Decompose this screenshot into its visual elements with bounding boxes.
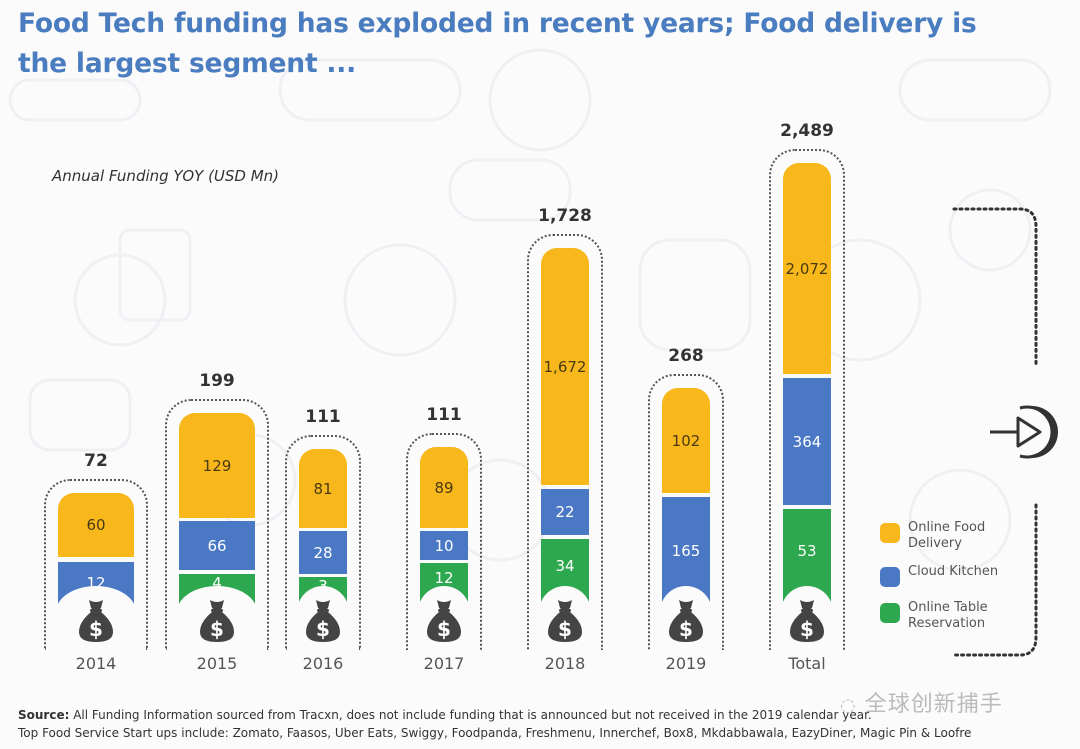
category-label: 2014 <box>75 654 117 673</box>
category-label: 2016 <box>302 654 344 673</box>
source-text: All Funding Information sourced from Tra… <box>69 708 872 722</box>
money-bag-icon: $ <box>75 598 117 644</box>
bar-frame <box>165 399 269 650</box>
svg-text:$: $ <box>437 617 451 641</box>
svg-text:$: $ <box>800 617 814 641</box>
legend-swatch-blue <box>880 567 900 587</box>
segment-online-food-delivery: 102 <box>662 388 710 493</box>
category-label: 2017 <box>423 654 465 673</box>
segment-cloud-kitchen: 10 <box>420 531 468 560</box>
legend-swatch-green <box>880 603 900 623</box>
legend-label: Online Food <box>908 520 986 535</box>
legend-label: Cloud Kitchen <box>908 564 999 579</box>
total-value-label: 1,728 <box>538 206 592 226</box>
watermark-text: 全球创新捕手 <box>864 692 1003 717</box>
legend-item-online-food-delivery: Online Food Delivery <box>880 520 1018 552</box>
title-line-1: Food Tech funding has exploded in recent… <box>18 8 977 39</box>
svg-text:$: $ <box>89 617 103 641</box>
bar-frame <box>769 149 845 650</box>
segment-online-food-delivery: 81 <box>299 449 347 528</box>
money-bag-icon: $ <box>423 598 465 644</box>
footer-source: Source: All Funding Information sourced … <box>18 708 872 722</box>
segment-cloud-kitchen: 66 <box>179 521 255 570</box>
category-label: Total <box>788 654 826 673</box>
total-value-label: 268 <box>668 346 704 366</box>
total-value-label: 199 <box>199 371 235 391</box>
category-label: 2015 <box>196 654 238 673</box>
total-value-label: 111 <box>305 407 341 427</box>
segment-cloud-kitchen: 364 <box>783 378 831 505</box>
bar-frame <box>285 435 361 650</box>
segment-online-food-delivery: 2,072 <box>783 163 831 374</box>
segment-cloud-kitchen: 22 <box>541 489 589 535</box>
title-line-2: the largest segment ... <box>18 48 357 79</box>
watermark: ◌ 全球创新捕手 <box>840 686 1003 718</box>
bar-frame <box>648 374 724 650</box>
segment-online-food-delivery: 1,672 <box>541 248 589 485</box>
total-value-label: 111 <box>426 405 462 425</box>
money-bag-icon: $ <box>302 598 344 644</box>
source-label: Source: <box>18 708 70 722</box>
legend-label: Online Table <box>908 600 988 615</box>
segment-online-food-delivery: 89 <box>420 447 468 528</box>
segment-cloud-kitchen: 28 <box>299 531 347 574</box>
svg-text:$: $ <box>679 617 693 641</box>
bracket-connector <box>952 207 1038 657</box>
chart-subtitle: Annual Funding YOY (USD Mn) <box>52 167 280 185</box>
svg-text:$: $ <box>316 617 330 641</box>
money-bag-icon: $ <box>786 598 828 644</box>
total-value-label: 2,489 <box>780 121 834 141</box>
bar-frame <box>527 234 603 650</box>
legend-item-cloud-kitchen: Cloud Kitchen <box>880 564 1018 587</box>
legend-label: Delivery <box>908 536 962 551</box>
bar-frame <box>44 479 148 650</box>
segment-online-food-delivery: 60 <box>58 493 134 557</box>
bar-frame <box>406 433 482 650</box>
legend-item-online-table-reservation: Online Table Reservation <box>880 600 1018 632</box>
legend-label: Reservation <box>908 616 986 631</box>
wechat-icon: ◌ <box>840 695 857 716</box>
money-bag-icon: $ <box>665 598 707 644</box>
svg-text:$: $ <box>210 617 224 641</box>
legend-swatch-yellow <box>880 523 900 543</box>
money-bag-icon: $ <box>544 598 586 644</box>
segment-online-food-delivery: 129 <box>179 413 255 518</box>
category-label: 2018 <box>544 654 586 673</box>
money-bag-icon: $ <box>196 598 238 644</box>
footer-startups: Top Food Service Start ups include: Zoma… <box>18 726 972 740</box>
category-label: 2019 <box>665 654 707 673</box>
enter-arrow-icon <box>990 405 1058 459</box>
page-title: Food Tech funding has exploded in recent… <box>18 4 1018 84</box>
svg-text:$: $ <box>558 617 572 641</box>
total-value-label: 72 <box>84 451 108 471</box>
